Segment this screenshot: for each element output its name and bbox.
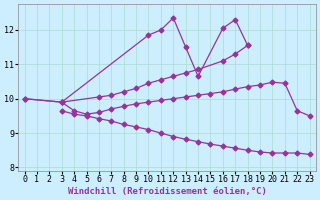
X-axis label: Windchill (Refroidissement éolien,°C): Windchill (Refroidissement éolien,°C) (68, 187, 267, 196)
